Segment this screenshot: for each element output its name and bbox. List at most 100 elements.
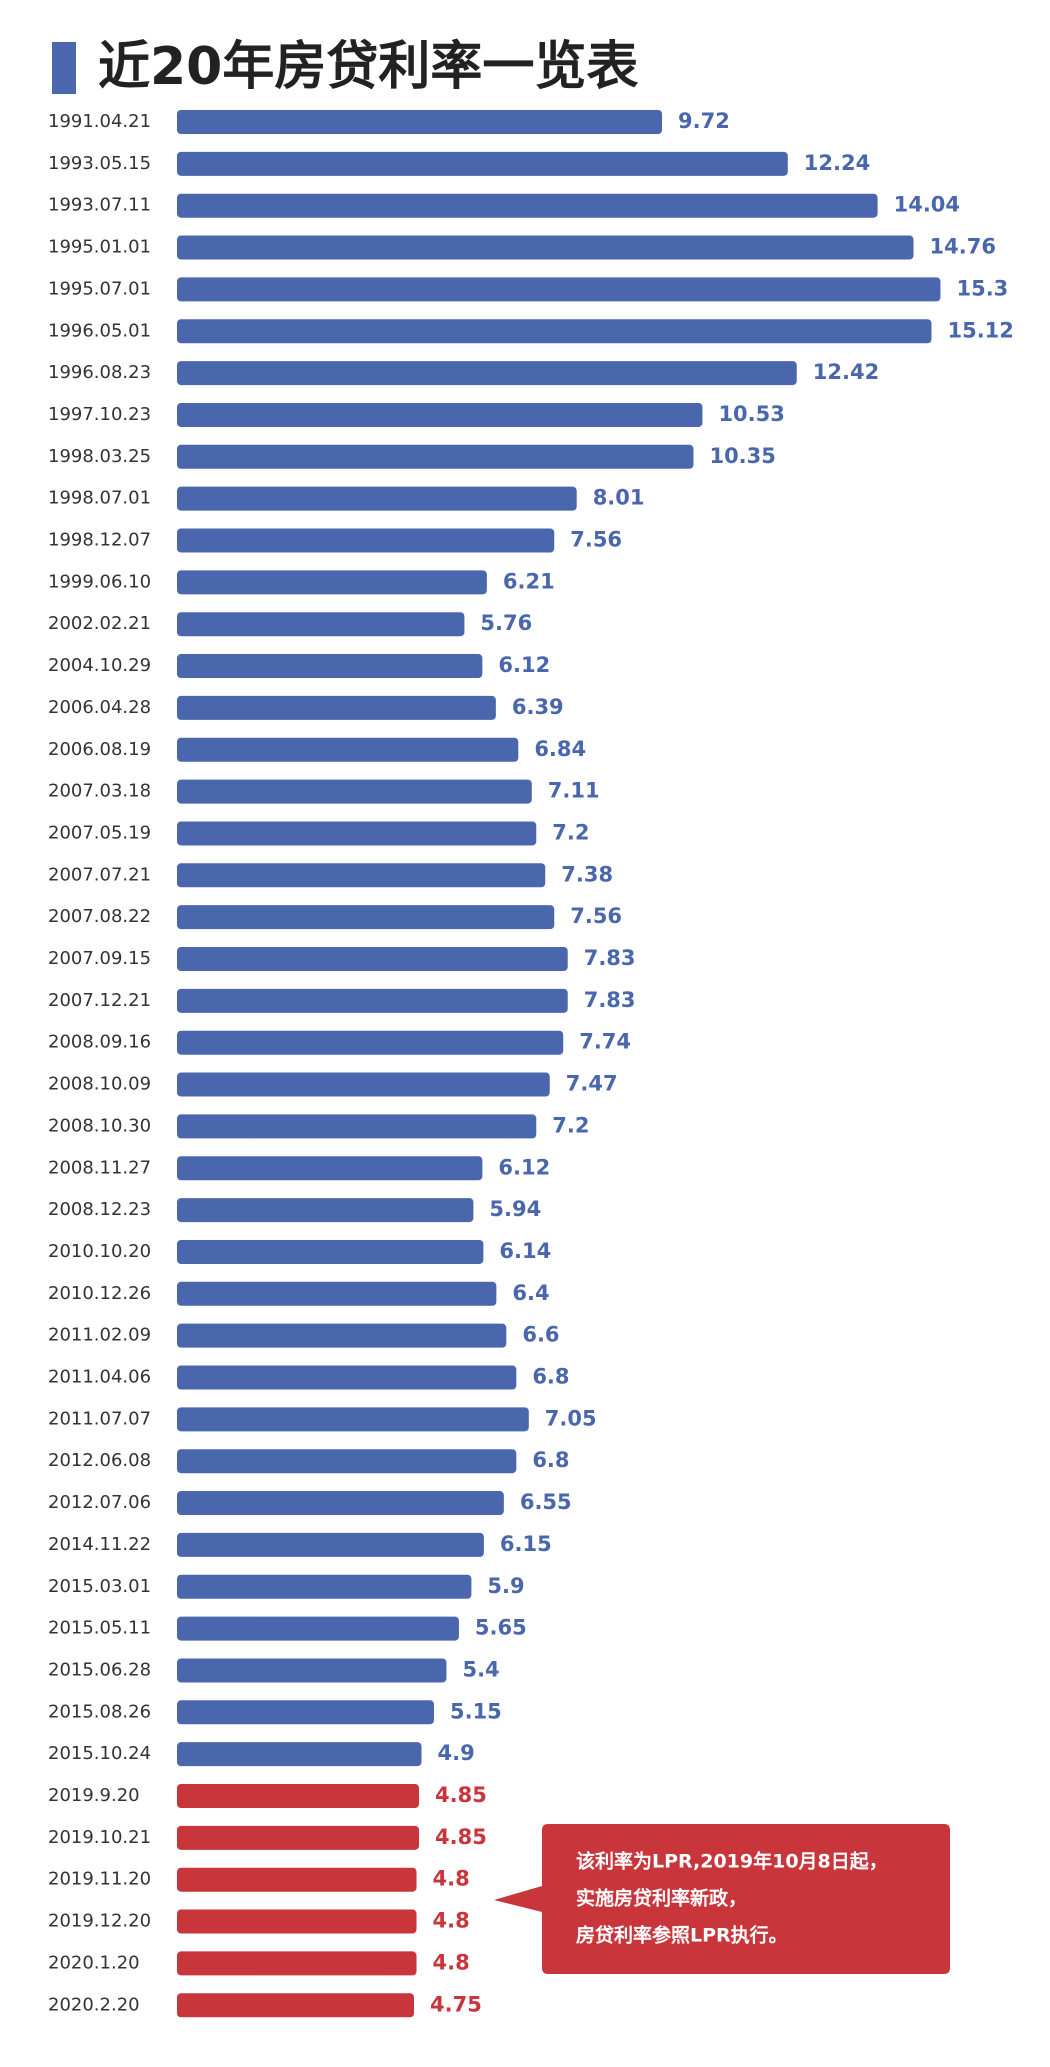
value-label: 6.55 xyxy=(520,1490,572,1514)
y-tick-label: 2015.08.26 xyxy=(48,1701,151,1722)
value-label: 8.01 xyxy=(593,486,645,510)
value-label: 6.8 xyxy=(532,1448,569,1472)
bar xyxy=(177,1491,504,1516)
value-label: 5.76 xyxy=(480,611,532,635)
y-tick-label: 1997.10.23 xyxy=(48,404,151,425)
value-label: 5.9 xyxy=(487,1574,524,1598)
y-tick-label: 2012.06.08 xyxy=(48,1450,151,1471)
value-label: 12.24 xyxy=(804,151,870,175)
y-tick-label: 2007.12.21 xyxy=(48,990,151,1011)
value-label: 7.38 xyxy=(561,862,613,886)
value-label: 12.42 xyxy=(813,360,879,384)
y-tick-label: 2010.10.20 xyxy=(48,1241,151,1262)
y-tick-label: 2008.10.30 xyxy=(48,1115,151,1136)
value-label: 7.56 xyxy=(570,904,622,928)
value-label: 6.8 xyxy=(532,1365,569,1389)
value-label: 10.35 xyxy=(709,444,775,468)
value-label: 4.85 xyxy=(435,1825,487,1849)
value-label: 7.83 xyxy=(584,988,636,1012)
value-label: 7.2 xyxy=(552,820,589,844)
bar xyxy=(177,1156,483,1181)
value-label: 7.2 xyxy=(552,1113,589,1137)
y-tick-label: 1996.08.23 xyxy=(48,362,151,383)
bar xyxy=(177,695,496,720)
value-label: 4.9 xyxy=(438,1741,475,1765)
value-label: 6.39 xyxy=(512,695,564,719)
bar xyxy=(177,402,703,427)
bar xyxy=(177,821,537,846)
bar xyxy=(177,1825,420,1850)
y-tick-label: 2015.03.01 xyxy=(48,1576,151,1597)
bar xyxy=(177,1574,472,1599)
value-label: 9.72 xyxy=(678,109,730,133)
value-label: 4.8 xyxy=(433,1867,470,1891)
bar xyxy=(177,612,465,637)
value-label: 14.76 xyxy=(930,235,996,259)
bar xyxy=(177,863,546,888)
y-tick-label: 1995.07.01 xyxy=(48,278,151,299)
bar xyxy=(177,1114,537,1139)
annotation-text: 实施房贷利率新政， xyxy=(576,1887,747,1910)
y-tick-label: 1993.05.15 xyxy=(48,153,151,174)
bar xyxy=(177,1449,517,1474)
value-label: 7.47 xyxy=(566,1072,618,1096)
bar xyxy=(177,654,483,679)
y-tick-label: 1998.07.01 xyxy=(48,488,151,509)
y-tick-label: 2011.04.06 xyxy=(48,1367,151,1388)
y-tick-label: 1999.06.10 xyxy=(48,571,151,592)
y-tick-label: 2011.07.07 xyxy=(48,1408,151,1429)
bar xyxy=(177,1658,447,1683)
y-tick-label: 2010.12.26 xyxy=(48,1283,151,1304)
bar xyxy=(177,361,797,386)
value-label: 4.85 xyxy=(435,1783,487,1807)
bar xyxy=(177,235,914,260)
y-tick-label: 2014.11.22 xyxy=(48,1534,151,1555)
bar xyxy=(177,1239,484,1264)
y-tick-label: 1996.05.01 xyxy=(48,320,151,341)
value-label: 4.8 xyxy=(433,1909,470,1933)
y-tick-label: 1995.01.01 xyxy=(48,237,151,258)
value-label: 6.6 xyxy=(522,1323,559,1347)
value-label: 7.56 xyxy=(570,528,622,552)
y-tick-label: 2008.11.27 xyxy=(48,1157,151,1178)
value-label: 6.12 xyxy=(498,1155,550,1179)
bar xyxy=(177,1323,507,1348)
title-marker xyxy=(52,42,76,94)
y-tick-label: 2007.07.21 xyxy=(48,864,151,885)
y-tick-label: 2015.06.28 xyxy=(48,1659,151,1680)
bar xyxy=(177,1198,474,1223)
bar xyxy=(177,444,694,469)
y-tick-label: 2015.10.24 xyxy=(48,1743,151,1764)
value-label: 5.94 xyxy=(489,1197,541,1221)
bar xyxy=(177,1365,517,1390)
y-tick-label: 2007.03.18 xyxy=(48,781,151,802)
value-label: 4.8 xyxy=(433,1950,470,1974)
value-label: 6.12 xyxy=(498,653,550,677)
value-label: 7.05 xyxy=(545,1406,597,1430)
value-label: 6.15 xyxy=(500,1532,552,1556)
chart-title: 近20年房贷利率一览表 xyxy=(98,37,638,97)
bar xyxy=(177,151,788,176)
y-tick-label: 2019.12.20 xyxy=(48,1911,151,1932)
y-tick-label: 2007.08.22 xyxy=(48,906,151,927)
bar xyxy=(177,1742,422,1767)
bar xyxy=(177,486,577,511)
y-tick-label: 2008.10.09 xyxy=(48,1074,151,1095)
y-tick-label: 2011.02.09 xyxy=(48,1325,151,1346)
y-tick-label: 2006.08.19 xyxy=(48,739,151,760)
y-tick-label: 2008.09.16 xyxy=(48,1032,151,1053)
value-label: 6.4 xyxy=(512,1281,549,1305)
value-label: 5.15 xyxy=(450,1699,502,1723)
bar xyxy=(177,947,568,971)
value-label: 15.12 xyxy=(947,318,1013,342)
bar xyxy=(177,1030,564,1055)
bar xyxy=(177,1532,484,1557)
bar xyxy=(177,319,932,344)
bar xyxy=(177,1700,434,1725)
y-tick-label: 2008.12.23 xyxy=(48,1199,151,1220)
y-tick-label: 2007.09.15 xyxy=(48,948,151,969)
bar xyxy=(177,1281,497,1306)
bar xyxy=(177,1784,420,1808)
value-label: 6.84 xyxy=(534,737,586,761)
